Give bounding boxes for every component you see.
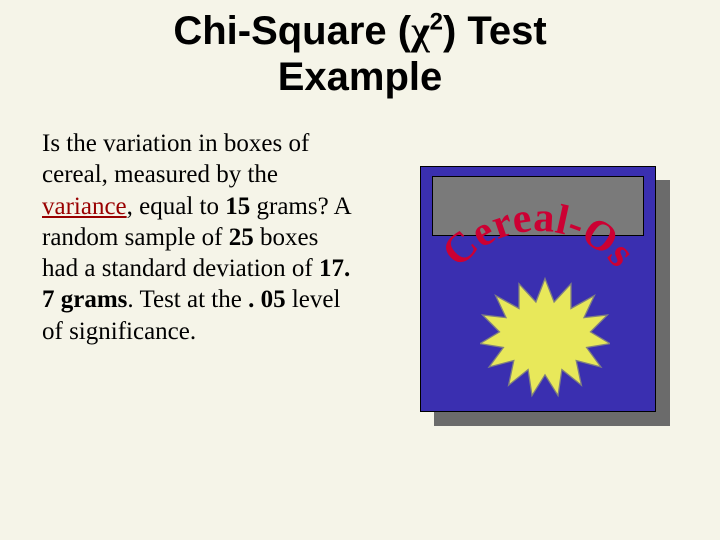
val-variance: 15 [225,193,250,220]
chi-superscript: 2 [430,9,443,36]
problem-paragraph: Is the variation in boxes of cereal, mea… [0,128,360,347]
title-pre: Chi-Square ( [173,9,411,53]
para-t5: . Test at the [127,286,248,313]
variance-word: variance [42,193,127,220]
starburst-shape [480,279,610,396]
starburst-icon [480,276,610,406]
chi-symbol: χ [411,8,429,53]
para-t1: Is the variation in boxes of cereal, mea… [42,130,309,188]
para-t2: , equal to [127,193,226,220]
box-top-panel [432,176,644,236]
title-line2: Example [278,55,443,99]
slide-title: Chi-Square (χ2) Test Example [0,0,720,100]
cereal-box-illustration: Cereal-Os [420,166,670,426]
val-n: 25 [229,224,254,251]
val-alpha: . 05 [248,286,286,313]
title-post: ) Test [443,9,547,53]
